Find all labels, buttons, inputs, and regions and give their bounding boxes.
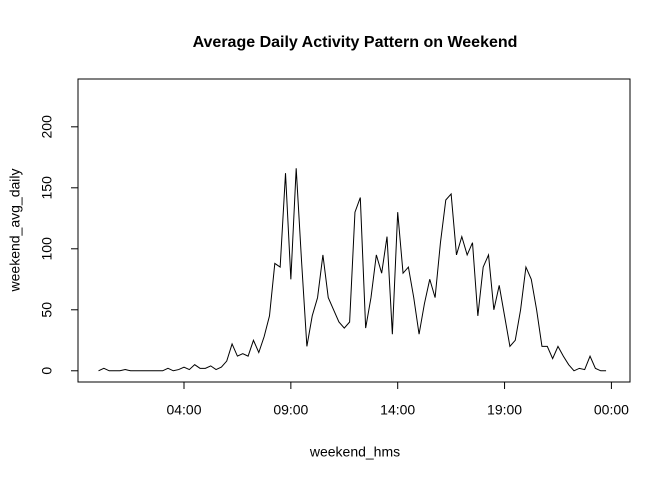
x-tick-label: 04:00 — [166, 402, 201, 418]
y-tick-label: 150 — [39, 176, 55, 200]
x-tick-label: 00:00 — [594, 402, 629, 418]
x-tick-label: 14:00 — [380, 402, 415, 418]
y-tick-label: 200 — [39, 115, 55, 139]
y-axis-label: weekend_avg_daily — [7, 169, 23, 293]
x-axis-label: weekend_hms — [309, 444, 400, 460]
chart-title: Average Daily Activity Pattern on Weeken… — [193, 34, 518, 51]
y-tick-label: 100 — [39, 237, 55, 261]
data-line — [98, 168, 607, 372]
y-tick-label: 50 — [39, 302, 55, 318]
x-tick-label: 09:00 — [273, 402, 308, 418]
y-tick-label: 0 — [39, 367, 55, 375]
x-tick-label: 19:00 — [487, 402, 522, 418]
